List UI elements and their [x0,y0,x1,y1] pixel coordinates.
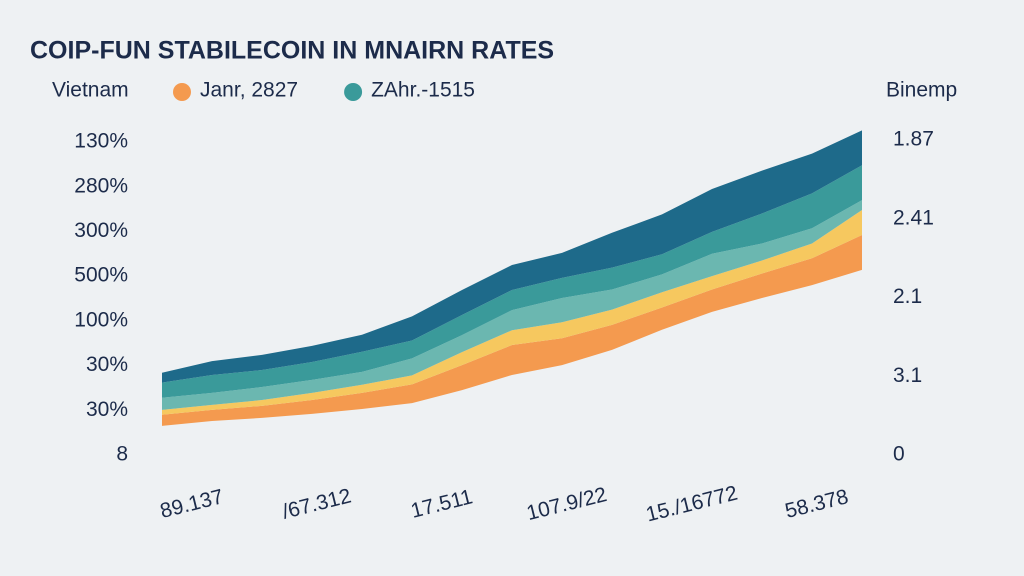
x-tick-label: 15./16772 [644,482,740,527]
x-tick-label: 107.9/22 [524,483,609,525]
x-tick-label: /67.312 [280,484,354,523]
y2-tick-label: 3.1 [893,364,922,387]
y2-tick-label: 2.41 [893,206,934,229]
legend-swatch [173,83,191,101]
legend-label: Vietnam [52,79,129,102]
area-band [162,165,862,398]
y-tick-label: 280% [74,174,128,197]
y-tick-label: 300% [74,219,128,242]
y-tick-label: 100% [74,308,128,331]
x-tick-label: 17.511 [409,485,475,522]
y-tick-label: 8 [116,443,128,466]
chart-title: COIP-FUN STABILECOIN IN MNAIRN RATES [30,37,554,65]
y2-tick-label: 2.1 [893,285,922,308]
right-axis-title: Binemp [886,79,957,102]
y-tick-label: 30% [86,398,128,421]
x-tick-label: 89.137 [158,485,226,523]
x-tick-label: 58.378 [783,485,851,523]
legend-entry: Janr, 2827 [200,79,298,102]
legend-entry: ZAhr.-1515 [371,79,475,102]
y-tick-label: 500% [74,264,128,287]
legend-swatch [344,83,363,101]
y2-tick-label: 0 [893,443,905,466]
y-tick-label: 30% [86,353,128,376]
y2-tick-label: 1.87 [893,128,934,151]
y-tick-label: 130% [74,130,128,153]
